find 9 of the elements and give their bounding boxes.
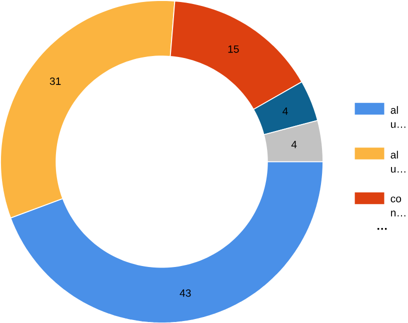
legend-label: al u… — [390, 106, 406, 128]
legend-label: al u… — [390, 150, 406, 172]
data-label: 31 — [50, 77, 61, 85]
data-label: 43 — [180, 289, 191, 297]
data-label: 4 — [282, 107, 288, 115]
text: … — [378, 228, 387, 230]
data-label: 4 — [291, 140, 297, 148]
legend-label: co n… — [390, 196, 406, 216]
data-label: 15 — [228, 45, 239, 53]
